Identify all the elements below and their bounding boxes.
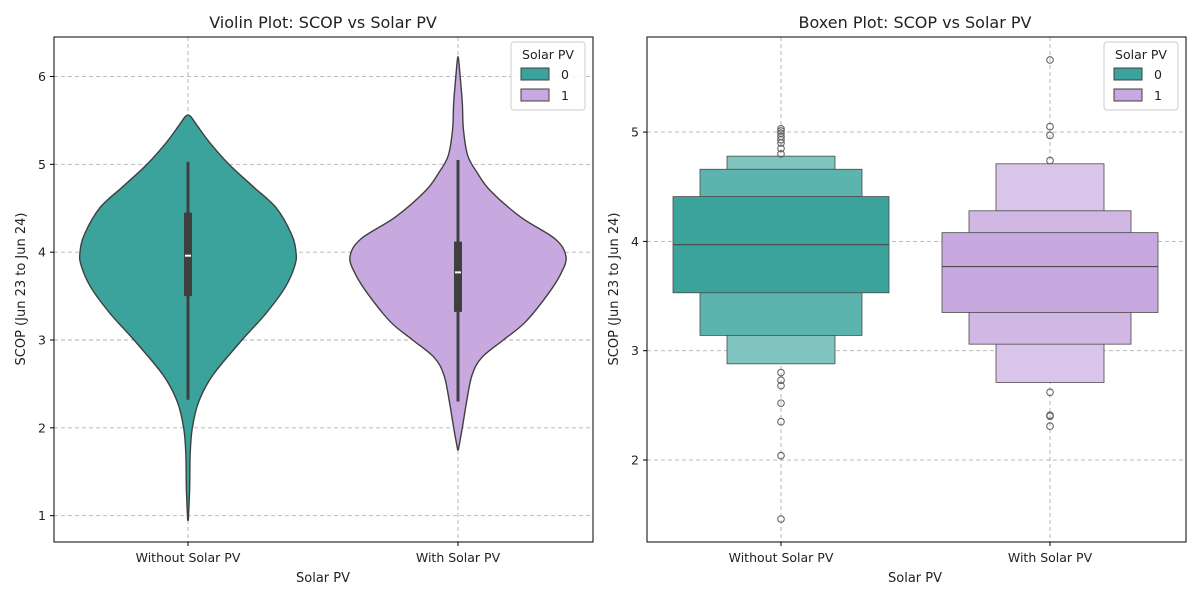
axes-frame (53, 36, 594, 543)
legend-label-1: 1 (561, 88, 569, 103)
x-tick-label: With Solar PV (416, 550, 501, 565)
legend-label-0: 0 (1154, 67, 1162, 82)
violin-ylabel: SCOP (Jun 23 to Jun 24) (14, 213, 29, 366)
y-tick-label: 4 (38, 245, 46, 260)
violin-panel: Violin Plot: SCOP vs Solar PV Solar PV S… (14, 13, 594, 586)
boxen-outlier-point (1046, 56, 1054, 64)
y-tick-label: 5 (631, 125, 639, 140)
legend-swatch-1 (520, 88, 550, 102)
x-tick-label: With Solar PV (1008, 550, 1093, 565)
boxen-ylabel: SCOP (Jun 23 to Jun 24) (607, 213, 622, 366)
y-tick-label: 2 (38, 420, 46, 435)
violin-iqr-box-1 (454, 241, 462, 312)
y-tick-label: 4 (631, 234, 639, 249)
boxen-outlier-point (1046, 388, 1054, 397)
boxen-outlier-point (777, 451, 785, 460)
boxen-outlier-point (777, 515, 785, 523)
boxen-outlier-point (777, 132, 785, 141)
violin-xlabel: Solar PV (296, 571, 350, 586)
legend-title: Solar PV (522, 47, 574, 62)
boxen-outlier-point (777, 150, 785, 158)
boxen-outlier-point (1046, 131, 1054, 140)
boxen-outlier-point (1046, 156, 1054, 165)
x-tick-label: Without Solar PV (729, 550, 834, 565)
boxen-outlier-point (777, 376, 785, 385)
y-tick-label: 3 (38, 333, 46, 348)
boxen-outlier-point (777, 399, 785, 408)
legend-swatch-0 (520, 67, 550, 81)
boxen-outlier-point (1046, 422, 1054, 430)
y-tick-label: 5 (38, 157, 46, 172)
violin-title: Violin Plot: SCOP vs Solar PV (209, 13, 437, 32)
boxen-outlier-point (777, 144, 785, 153)
boxen-level-1-0 (941, 232, 1159, 313)
legend-label-0: 0 (561, 67, 569, 82)
legend-swatch-0 (1113, 67, 1143, 81)
y-tick-label: 3 (631, 343, 639, 358)
boxen-outlier-point (777, 124, 785, 133)
y-tick-label: 1 (38, 508, 46, 523)
boxen-outlier-point (777, 127, 785, 135)
legend-title: Solar PV (1115, 47, 1167, 62)
boxen-outlier-point (777, 417, 785, 426)
legend-label-1: 1 (1154, 88, 1162, 103)
boxen-title: Boxen Plot: SCOP vs Solar PV (799, 13, 1032, 32)
boxen-outlier-point (777, 368, 785, 377)
y-tick-label: 2 (631, 453, 639, 468)
boxen-panel: Boxen Plot: SCOP vs Solar PV Solar PV SC… (607, 13, 1187, 586)
boxen-outlier-point (1046, 412, 1054, 421)
y-tick-label: 6 (38, 69, 46, 84)
boxen-outlier-point (777, 381, 785, 390)
axes-frame (646, 36, 1187, 543)
violin-iqr-box-0 (184, 212, 192, 297)
x-tick-label: Without Solar PV (136, 550, 241, 565)
boxen-xlabel: Solar PV (888, 571, 942, 586)
legend-swatch-1 (1113, 88, 1143, 102)
boxen-outlier-point (1046, 122, 1054, 131)
boxen-outlier-point (777, 129, 785, 138)
